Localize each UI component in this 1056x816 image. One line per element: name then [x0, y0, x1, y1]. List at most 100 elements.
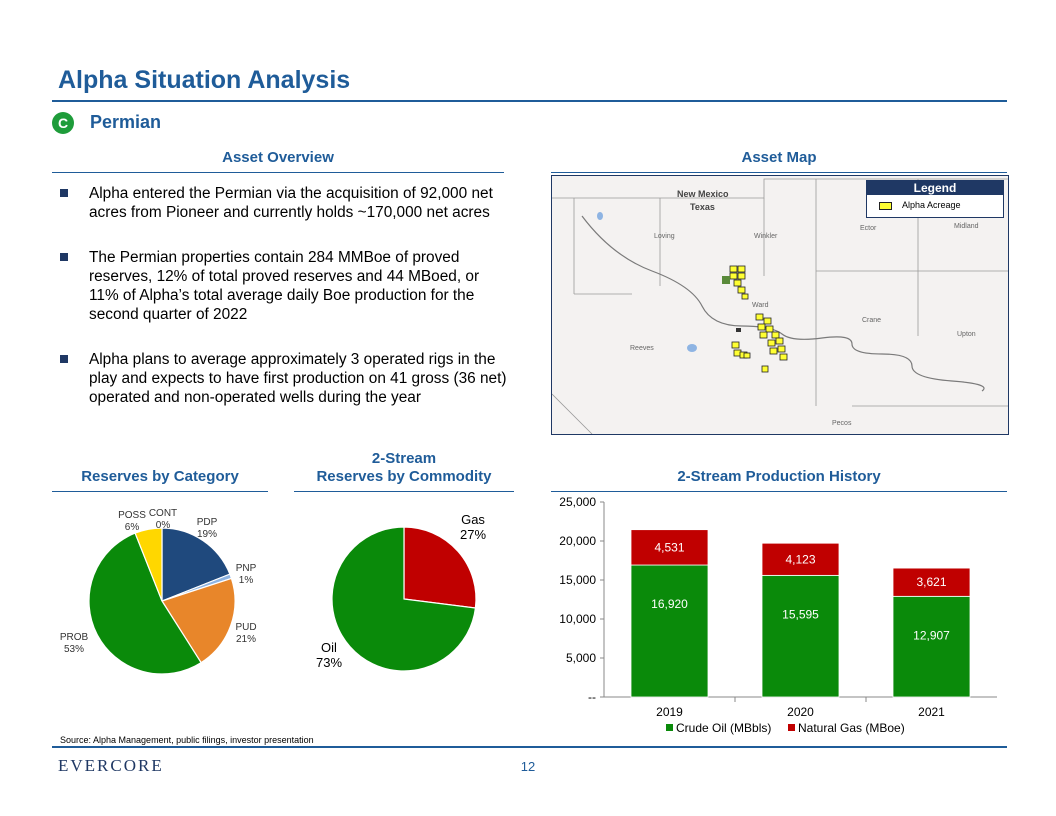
bullet-text: The Permian properties contain 284 MMBoe…	[89, 249, 480, 323]
pie-label-pdp-value: 19%	[197, 529, 217, 540]
bar-value-label: 4,531	[654, 540, 684, 554]
pie-label-pdp-name: PDP	[197, 517, 218, 528]
acreage-block	[767, 339, 776, 347]
pie-label-poss-name: POSS	[118, 510, 146, 521]
acreage-block	[729, 265, 738, 273]
acreage-block	[779, 353, 788, 361]
pie-label-prob-value: 53%	[64, 644, 84, 655]
y-tick-label: 20,000	[559, 534, 596, 548]
label-reeves: Reeves	[630, 345, 654, 352]
legend-label: Natural Gas (MBoe)	[798, 721, 905, 735]
bar-natural-gas-2020	[761, 542, 840, 576]
y-tick-label: 15,000	[559, 573, 596, 587]
acreage-block	[731, 341, 740, 349]
reserves-commodity-chart: Gas 27% Oil 73%	[316, 512, 486, 672]
y-tick-label: --	[588, 690, 596, 704]
pie-label-pud-name: PUD	[235, 622, 256, 633]
pecos-river	[581, 215, 985, 392]
legend-swatch-icon	[666, 724, 673, 731]
acreage-block	[733, 279, 742, 287]
production-history-heading: 2-Stream Production History	[551, 468, 1007, 492]
acreage-block	[769, 347, 778, 355]
footer-divider	[52, 746, 1007, 748]
pie-label-cont-value: 0%	[156, 520, 171, 531]
pie-label-pnp-name: PNP	[236, 563, 257, 574]
y-tick-label: 10,000	[559, 612, 596, 626]
bar-crude-oil-2020	[761, 574, 840, 698]
acreage-block	[775, 337, 784, 345]
acreage-block	[761, 365, 769, 373]
y-tick-label: 5,000	[566, 651, 596, 665]
acreage-block	[765, 325, 774, 333]
legend-title: Legend	[867, 181, 1003, 195]
asset-map-heading: Asset Map	[551, 149, 1007, 173]
acreage-block	[741, 293, 749, 300]
production-history-chart: -- 5,000 10,000 15,000 20,000 25,000 16,920 4,5…	[559, 495, 997, 735]
map-canvas: New Mexico Texas Loving Winkler Ector Mi…	[552, 178, 1008, 434]
asset-overview-heading: Asset Overview	[52, 149, 504, 173]
pie-slice-poss	[134, 527, 163, 602]
label-midland: Midland	[954, 223, 979, 230]
label-upton: Upton	[957, 331, 976, 338]
reserves-commodity-heading: 2-Stream Reserves by Commodity	[294, 450, 514, 492]
bar-natural-gas-2019	[630, 529, 709, 566]
acreage-block	[771, 331, 780, 339]
pie-label-gas-name: Gas	[461, 512, 485, 527]
label-texas: Texas	[690, 202, 715, 212]
acreage-block	[737, 272, 746, 280]
lake-icon	[597, 212, 603, 220]
bullet-square-icon	[60, 189, 68, 197]
label-pecos: Pecos	[832, 420, 852, 427]
label-crane: Crane	[862, 317, 881, 324]
bullet-square-icon	[60, 253, 68, 261]
asset-map: New Mexico Texas Loving Winkler Ector Mi…	[551, 175, 1009, 435]
bar-natural-gas-2021	[892, 567, 971, 597]
legend-swatch-icon	[788, 724, 795, 731]
x-tick-label: 2020	[787, 705, 814, 719]
label-new-mexico: New Mexico	[677, 189, 729, 199]
label-loving: Loving	[654, 233, 675, 240]
x-tick-label: 2021	[918, 705, 945, 719]
y-tick-label: 25,000	[559, 495, 596, 509]
section-badge: C	[52, 112, 74, 134]
acreage-block	[743, 352, 751, 359]
pie-label-pud-value: 21%	[236, 634, 256, 645]
bar-value-label: 3,621	[916, 575, 946, 589]
bar-value-label: 16,920	[651, 597, 688, 611]
pie-label-oil-value: 73%	[316, 655, 342, 670]
pie-slice-pdp	[161, 527, 231, 602]
title-divider	[52, 100, 1007, 102]
label-winkler: Winkler	[754, 233, 778, 240]
bullet-item: The Permian properties contain 284 MMBoe…	[60, 248, 508, 324]
acreage-block	[729, 272, 738, 280]
pie-label-prob-name: PROB	[60, 632, 89, 643]
source-note: Source: Alpha Management, public filings…	[60, 735, 314, 745]
bullet-item: Alpha entered the Permian via the acquis…	[60, 184, 508, 222]
map-legend: Legend Alpha Acreage	[866, 180, 1004, 218]
section-subtitle: Permian	[90, 112, 162, 132]
acreage-block	[777, 345, 786, 353]
bar-value-label: 12,907	[913, 628, 950, 642]
acreage-block	[737, 265, 746, 273]
pie-label-gas-value: 27%	[460, 527, 486, 542]
reserves-category-heading: Reserves by Category	[52, 468, 268, 492]
label-ward: Ward	[752, 302, 769, 309]
pie-slice-oil	[331, 526, 477, 672]
bar-value-label: 4,123	[785, 552, 815, 566]
bullet-text: Alpha plans to average approximately 3 o…	[89, 351, 507, 406]
pie-label-oil-name: Oil	[321, 640, 337, 655]
acreage-block	[763, 317, 772, 325]
heading-line: 2-Stream	[371, 450, 437, 467]
acreage-block	[737, 286, 746, 294]
bullet-text: Alpha entered the Permian via the acquis…	[89, 185, 493, 221]
lake-icon	[687, 344, 697, 352]
label-ector: Ector	[860, 225, 877, 232]
pie-label-pnp-value: 1%	[239, 575, 254, 586]
acreage-block	[755, 313, 764, 321]
bullet-item: Alpha plans to average approximately 3 o…	[60, 350, 508, 407]
page-number: 12	[520, 759, 536, 774]
acreage-block	[757, 323, 766, 331]
bar-crude-oil-2019	[630, 564, 709, 698]
pie-slice-pud	[161, 577, 236, 664]
acreage-block	[722, 276, 730, 284]
